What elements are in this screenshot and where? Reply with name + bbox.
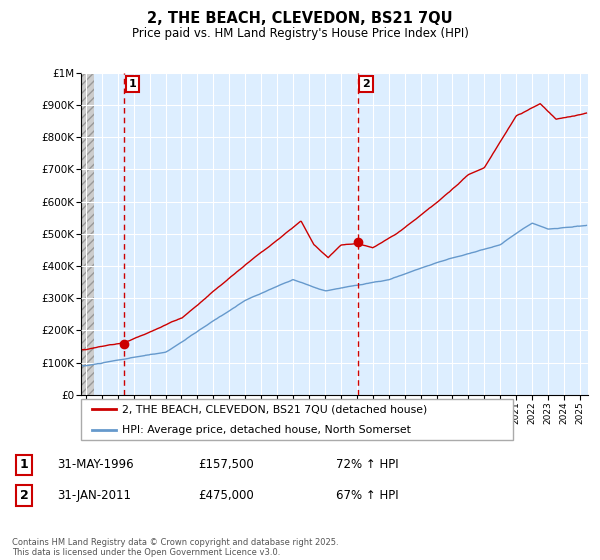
Text: Price paid vs. HM Land Registry's House Price Index (HPI): Price paid vs. HM Land Registry's House … bbox=[131, 27, 469, 40]
Text: 2: 2 bbox=[20, 489, 28, 502]
Text: 72% ↑ HPI: 72% ↑ HPI bbox=[336, 458, 398, 472]
Text: 31-JAN-2011: 31-JAN-2011 bbox=[57, 489, 131, 502]
Text: £475,000: £475,000 bbox=[198, 489, 254, 502]
Text: 31-MAY-1996: 31-MAY-1996 bbox=[57, 458, 134, 472]
FancyBboxPatch shape bbox=[81, 399, 513, 440]
Text: 1: 1 bbox=[128, 80, 136, 89]
Bar bbox=[81, 73, 94, 395]
Text: 1: 1 bbox=[20, 458, 28, 472]
Text: HPI: Average price, detached house, North Somerset: HPI: Average price, detached house, Nort… bbox=[122, 424, 411, 435]
Text: 2: 2 bbox=[362, 80, 370, 89]
Text: £157,500: £157,500 bbox=[198, 458, 254, 472]
Text: 2, THE BEACH, CLEVEDON, BS21 7QU: 2, THE BEACH, CLEVEDON, BS21 7QU bbox=[147, 11, 453, 26]
Text: 2, THE BEACH, CLEVEDON, BS21 7QU (detached house): 2, THE BEACH, CLEVEDON, BS21 7QU (detach… bbox=[122, 404, 427, 414]
Text: Contains HM Land Registry data © Crown copyright and database right 2025.
This d: Contains HM Land Registry data © Crown c… bbox=[12, 538, 338, 557]
Text: 67% ↑ HPI: 67% ↑ HPI bbox=[336, 489, 398, 502]
